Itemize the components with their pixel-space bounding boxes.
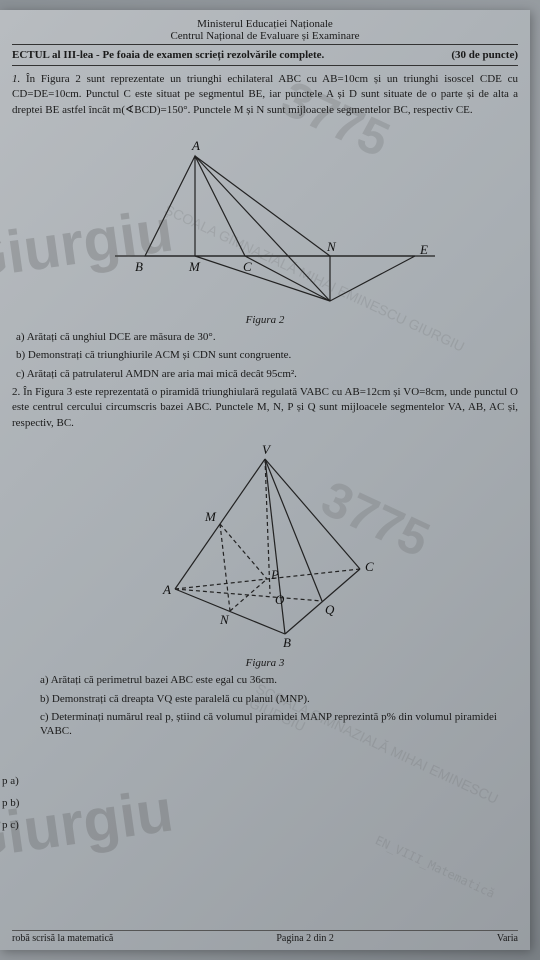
figure-2-wrap: A B C D E M N <box>12 126 518 306</box>
margin-a: p a) <box>2 775 19 787</box>
figure-3: V A B C M N O P Q <box>125 439 405 649</box>
section-title: ECTUL al III-lea - Pe foaia de examen sc… <box>12 49 324 61</box>
problem-2a: a) Arătați că perimetrul bazei ABC este … <box>40 673 518 687</box>
page-footer: robă scrisă la matematică Pagina 2 din 2… <box>12 930 518 944</box>
watermark-code: EN_VIII_Matematică <box>373 833 497 901</box>
fig3-label-N: N <box>219 612 230 627</box>
fig3-label-P: P <box>270 567 279 582</box>
fig3-label-M: M <box>204 509 217 524</box>
section-points: (30 de puncte) <box>451 49 518 61</box>
problem-1b: b) Demonstrați că triunghiurile ACM și C… <box>16 348 518 362</box>
problem-1c: c) Arătați că patrulaterul AMDN are aria… <box>16 367 518 381</box>
figure-3-wrap: V A B C M N O P Q <box>12 439 518 649</box>
fig2-label-E: E <box>419 242 428 257</box>
fig3-label-O: O <box>275 592 285 607</box>
section-title-row: ECTUL al III-lea - Pe foaia de examen sc… <box>12 49 518 66</box>
header-line-1: Ministerul Educației Naționale <box>12 18 518 30</box>
fig2-label-B: B <box>135 259 143 274</box>
fig2-label-C: C <box>243 259 252 274</box>
footer-center: Pagina 2 din 2 <box>276 933 334 944</box>
figure-3-label: Figura 3 <box>12 657 518 669</box>
fig3-label-A: A <box>162 582 171 597</box>
figure-2-label: Figura 2 <box>12 314 518 326</box>
fig2-label-A: A <box>191 138 200 153</box>
fig3-label-B: B <box>283 635 291 649</box>
problem-2-text: 2. În Figura 3 este reprezentată o piram… <box>12 385 518 431</box>
footer-right: Varia <box>497 933 518 944</box>
margin-b: p b) <box>2 797 19 809</box>
header-line-2: Centrul Național de Evaluare și Examinar… <box>12 30 518 42</box>
fig2-label-M: M <box>188 259 201 274</box>
watermark-big-2: Giurgiu <box>0 775 177 873</box>
fig2-label-N: N <box>326 239 337 254</box>
problem-1a: a) Arătați că unghiul DCE are măsura de … <box>16 330 518 344</box>
fig3-label-Q: Q <box>325 602 335 617</box>
problem-2b: b) Demonstrați că dreapta VQ este parale… <box>40 692 518 706</box>
margin-c: p c) <box>2 819 19 831</box>
fig3-label-C: C <box>365 559 374 574</box>
exam-page: Giurgiu Giurgiu 3775 3775 ȘCOALA GIMNAZI… <box>0 10 530 950</box>
page-header: Ministerul Educației Naționale Centrul N… <box>12 18 518 45</box>
footer-left: robă scrisă la matematică <box>12 933 113 944</box>
problem-1-text: 1. În Figura 2 sunt reprezentate un triu… <box>12 72 518 118</box>
figure-2: A B C D E M N <box>65 126 465 306</box>
margin-points: p a) p b) p c) <box>2 775 19 831</box>
fig3-label-V: V <box>262 442 272 457</box>
problem-2c: c) Determinați numărul real p, știind că… <box>40 710 518 739</box>
svg-text:D: D <box>326 304 337 306</box>
